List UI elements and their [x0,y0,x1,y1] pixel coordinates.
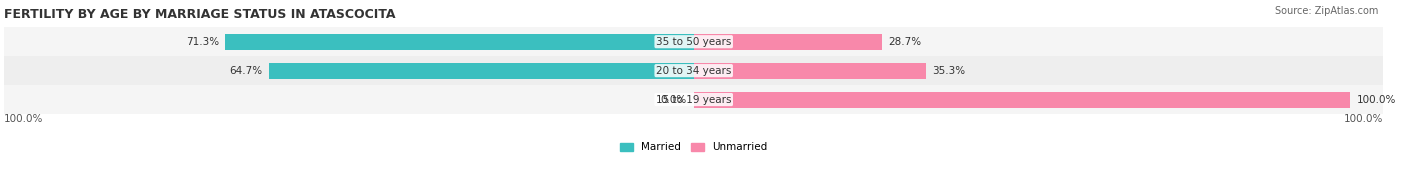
Text: 35 to 50 years: 35 to 50 years [657,37,731,47]
Text: 100.0%: 100.0% [1344,114,1384,124]
Bar [4,85,1384,114]
Bar [4,56,1384,85]
Text: 100.0%: 100.0% [4,114,44,124]
Text: 64.7%: 64.7% [229,66,263,76]
Legend: Married, Unmarried: Married, Unmarried [616,138,772,157]
Bar [693,63,925,79]
Text: 100.0%: 100.0% [1357,94,1396,105]
Bar [693,92,1350,108]
Bar [693,34,882,50]
Text: FERTILITY BY AGE BY MARRIAGE STATUS IN ATASCOCITA: FERTILITY BY AGE BY MARRIAGE STATUS IN A… [4,8,395,21]
Text: Source: ZipAtlas.com: Source: ZipAtlas.com [1274,6,1378,16]
Bar [225,34,693,50]
Text: 20 to 34 years: 20 to 34 years [657,66,731,76]
Text: 15 to 19 years: 15 to 19 years [657,94,731,105]
Text: 0.0%: 0.0% [661,94,688,105]
Bar [269,63,693,79]
Bar [4,27,1384,56]
Text: 35.3%: 35.3% [932,66,965,76]
Text: 71.3%: 71.3% [186,37,219,47]
Text: 28.7%: 28.7% [889,37,922,47]
